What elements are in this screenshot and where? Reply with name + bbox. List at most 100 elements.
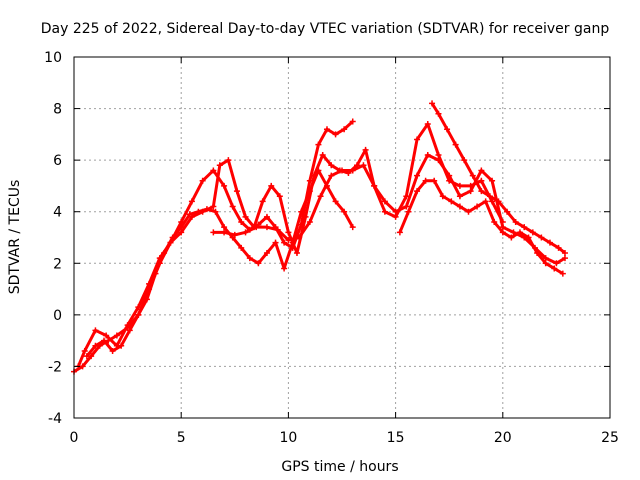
data-point-marker [263, 224, 270, 231]
data-point-marker [92, 327, 99, 334]
data-point-marker [332, 198, 339, 205]
data-point-marker [435, 151, 442, 158]
data-layer [71, 100, 568, 375]
data-point-marker [508, 234, 515, 241]
data-point-marker [516, 229, 523, 236]
data-point-marker [429, 100, 436, 107]
data-point-marker [242, 213, 249, 220]
data-point-marker [233, 188, 240, 195]
x-tick-label: 15 [387, 430, 405, 446]
data-point-marker [281, 265, 288, 272]
data-point-marker [285, 237, 292, 244]
data-point-marker [221, 182, 228, 189]
y-tick-label: -2 [48, 359, 62, 375]
data-point-marker [489, 177, 496, 184]
data-point-marker [561, 249, 568, 256]
data-point-marker [216, 162, 223, 169]
series-track-5 [396, 177, 566, 277]
data-point-marker [225, 157, 232, 164]
data-point-marker [103, 332, 110, 339]
data-point-marker [317, 193, 324, 200]
data-point-marker [452, 141, 459, 148]
data-point-marker [478, 177, 485, 184]
data-point-marker [263, 213, 270, 220]
data-point-marker [467, 188, 474, 195]
data-point-marker [456, 193, 463, 200]
data-point-marker [229, 203, 236, 210]
data-point-marker [349, 224, 356, 231]
data-point-marker [414, 136, 421, 143]
data-point-marker [349, 167, 356, 174]
data-point-marker [328, 172, 335, 179]
x-tick-label: 0 [70, 430, 79, 446]
data-point-marker [465, 208, 472, 215]
data-point-marker [553, 260, 560, 267]
data-point-marker [424, 121, 431, 128]
data-point-marker [491, 219, 498, 226]
data-point-marker [319, 151, 326, 158]
data-point-marker [392, 213, 399, 220]
data-point-marker [296, 234, 303, 241]
y-tick-label: 6 [53, 153, 62, 169]
chart-grid [74, 57, 610, 418]
data-point-marker [414, 172, 421, 179]
data-point-marker [414, 188, 421, 195]
data-point-marker [371, 182, 378, 189]
data-point-marker [246, 255, 253, 262]
data-point-marker [542, 260, 549, 267]
series-track-1 [71, 118, 356, 375]
data-point-marker [469, 172, 476, 179]
data-point-marker [461, 157, 468, 164]
data-point-marker [546, 239, 553, 246]
data-point-marker [499, 229, 506, 236]
data-point-marker [349, 118, 356, 125]
data-point-marker [81, 347, 88, 354]
series-track-4 [210, 151, 568, 267]
x-tick-label: 5 [177, 430, 186, 446]
data-point-marker [268, 182, 275, 189]
y-tick-label: -4 [48, 411, 62, 427]
data-point-marker [169, 234, 176, 241]
data-point-marker [405, 208, 412, 215]
data-point-marker [362, 146, 369, 153]
data-point-marker [323, 126, 330, 133]
data-point-marker [435, 157, 442, 164]
data-point-marker [499, 224, 506, 231]
data-point-marker [195, 208, 202, 215]
y-tick-label: 10 [44, 50, 62, 66]
data-point-marker [272, 239, 279, 246]
data-point-marker [124, 322, 131, 329]
data-point-marker [302, 213, 309, 220]
data-point-marker [559, 270, 566, 277]
data-point-marker [315, 141, 322, 148]
data-point-marker [512, 219, 519, 226]
data-point-marker [328, 162, 335, 169]
data-point-marker [281, 239, 288, 246]
data-point-marker [435, 110, 442, 117]
series-line [73, 120, 354, 373]
data-point-marker [403, 203, 410, 210]
data-point-marker [113, 332, 120, 339]
data-point-marker [242, 229, 249, 236]
series-line [213, 153, 566, 265]
data-point-marker [339, 167, 345, 174]
data-point-marker [135, 304, 142, 311]
data-point-marker [538, 234, 545, 241]
data-point-marker [478, 188, 485, 195]
data-point-marker [486, 193, 493, 200]
data-point-marker [298, 208, 305, 215]
data-point-marker [489, 198, 496, 205]
data-point-marker [474, 203, 481, 210]
data-point-marker [210, 167, 217, 174]
data-point-marker [143, 296, 150, 303]
data-point-marker [341, 208, 348, 215]
data-point-marker [101, 337, 108, 344]
data-point-marker [478, 167, 485, 174]
data-point-marker [424, 151, 431, 158]
data-point-marker [495, 198, 502, 205]
data-point-marker [178, 229, 185, 236]
data-point-marker [448, 198, 455, 205]
data-point-marker [203, 206, 210, 213]
y-tick-label: 8 [53, 102, 62, 118]
